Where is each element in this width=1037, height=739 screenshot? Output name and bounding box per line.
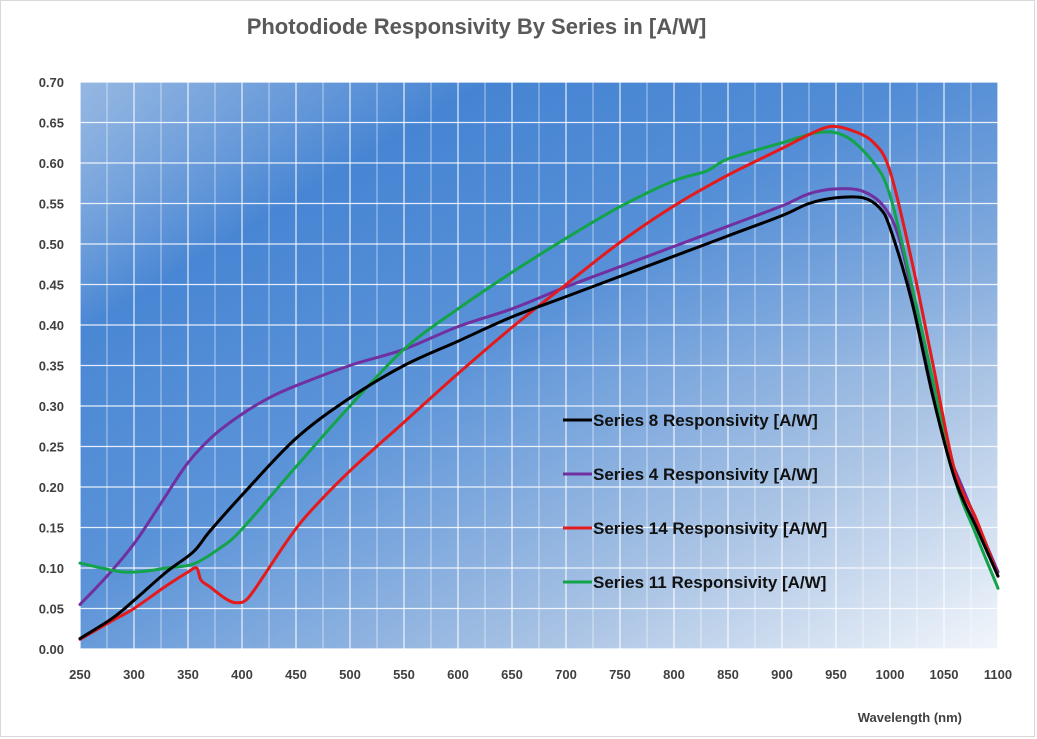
y-tick-label: 0.70: [39, 75, 64, 90]
series-4-legend-label: Series 4 Responsivity [A/W]: [593, 465, 818, 484]
x-tick-label: 800: [663, 667, 685, 682]
series-14-line: [78, 124, 1000, 641]
series-8-line: [78, 195, 1000, 640]
x-tick-label: 1100: [984, 667, 1012, 682]
x-tick-label: 550: [393, 667, 415, 682]
series-14-legend-label: Series 14 Responsivity [A/W]: [593, 519, 827, 538]
y-tick-label: 0.10: [39, 561, 64, 576]
series-8-legend-label: Series 8 Responsivity [A/W]: [593, 411, 818, 430]
x-tick-label: 950: [825, 667, 847, 682]
x-tick-label: 600: [447, 667, 469, 682]
x-tick-label: 850: [717, 667, 739, 682]
y-tick-label: 0.45: [39, 278, 64, 293]
y-tick-label: 0.35: [39, 359, 64, 374]
x-tick-label: 300: [123, 667, 145, 682]
x-tick-label: 1000: [876, 667, 905, 682]
x-axis-label: Wavelength (nm): [858, 710, 962, 725]
y-tick-label: 0.30: [39, 399, 64, 414]
x-tick-label: 400: [231, 667, 253, 682]
y-tick-label: 0.05: [39, 602, 64, 617]
y-tick-label: 0.65: [39, 116, 64, 131]
plot-border: [79, 81, 999, 650]
chart-title: Photodiode Responsivity By Series in [A/…: [246, 14, 707, 39]
x-tick-label: 750: [609, 667, 631, 682]
y-tick-label: 0.60: [39, 156, 64, 171]
x-tick-label: 900: [771, 667, 793, 682]
x-tick-label: 500: [339, 667, 361, 682]
x-tick-label: 700: [555, 667, 577, 682]
y-tick-label: 0.20: [39, 480, 64, 495]
y-tick-label: 0.25: [39, 440, 64, 455]
x-tick-label: 450: [285, 667, 307, 682]
x-tick-label: 350: [177, 667, 199, 682]
x-tick-label: 250: [69, 667, 91, 682]
series-11-line: [78, 130, 1000, 590]
x-tick-label: 1050: [930, 667, 959, 682]
y-tick-label: 0.55: [39, 197, 64, 212]
y-tick-label: 0.40: [39, 318, 64, 333]
series-11-legend-label: Series 11 Responsivity [A/W]: [593, 573, 826, 592]
x-tick-label: 650: [501, 667, 523, 682]
y-tick-label: 0.15: [39, 521, 64, 536]
y-tick-label: 0.50: [39, 237, 64, 252]
y-tick-label: 0.00: [39, 642, 64, 657]
